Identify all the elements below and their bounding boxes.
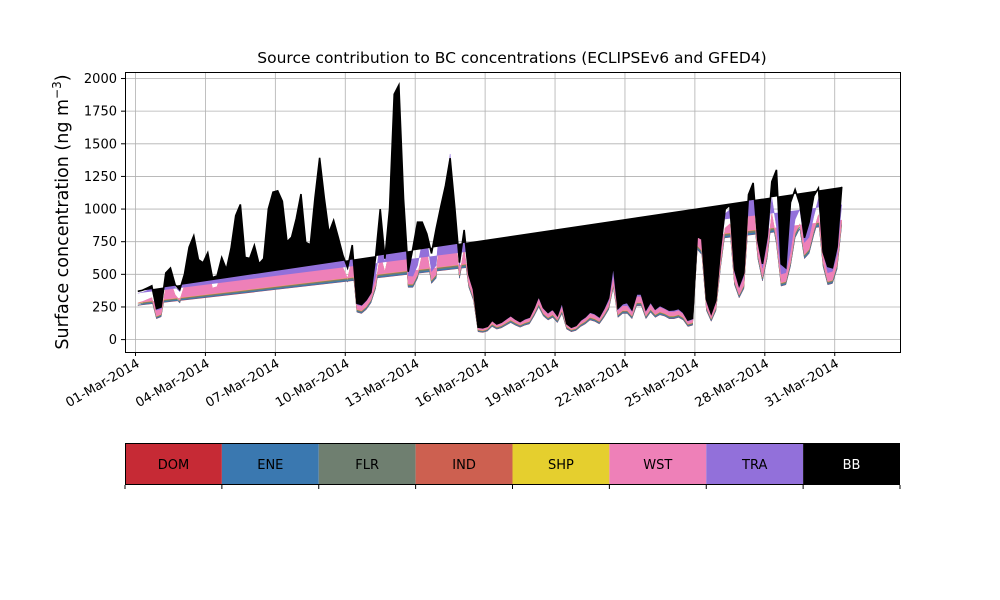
legend-label-flr: FLR — [355, 458, 379, 473]
y-axis-label: Surface concentration (ng m−3) — [50, 74, 73, 349]
chart-title: Source contribution to BC concentrations… — [257, 49, 766, 67]
legend-swatch-dom — [125, 443, 222, 485]
legend-label-tra: TRA — [741, 458, 767, 473]
y-tick-label: 500 — [92, 268, 117, 283]
x-tick-label: 25-Mar-2014 — [623, 356, 702, 410]
axes — [125, 72, 901, 353]
legend-swatch-ene — [221, 443, 319, 485]
y-tick-label: 1250 — [84, 170, 117, 185]
legend-label-bb: BB — [843, 458, 861, 473]
legend-label-wst: WST — [643, 458, 672, 473]
x-tick-label: 10-Mar-2014 — [273, 356, 352, 410]
legend-swatch-flr — [318, 443, 416, 485]
y-tick-label: 750 — [92, 235, 117, 250]
legend-swatch-ind — [415, 443, 513, 485]
y-tick-label: 1000 — [84, 203, 117, 218]
legend-swatch-wst — [609, 443, 707, 485]
x-tick-label: 31-Mar-2014 — [763, 356, 842, 410]
x-tick-label: 16-Mar-2014 — [413, 356, 492, 410]
legend-label-ind: IND — [452, 458, 476, 473]
y-tick-label: 1500 — [84, 137, 117, 152]
y-tick-label: 250 — [92, 300, 117, 315]
total-outline — [137, 81, 843, 329]
x-tick-label: 01-Mar-2014 — [63, 356, 142, 410]
y-tick-label: 1750 — [84, 105, 117, 120]
legend-swatch-tra — [706, 443, 804, 485]
legend: DOM ENE FLR IND SHP WST TRA BB — [124, 443, 901, 489]
legend-swatch-bb — [803, 443, 900, 485]
y-tick-label: 0 — [109, 333, 117, 348]
legend-swatch-shp — [512, 443, 610, 485]
plot-frame — [125, 72, 901, 353]
x-tick-label: 28-Mar-2014 — [693, 356, 772, 410]
legend-label-dom: DOM — [158, 458, 189, 473]
x-tick-label: 13-Mar-2014 — [343, 356, 422, 410]
x-tick-label: 22-Mar-2014 — [553, 356, 632, 410]
x-tick-label: 07-Mar-2014 — [203, 356, 282, 410]
legend-frame — [125, 443, 900, 485]
legend-label-ene: ENE — [257, 458, 283, 473]
legend-label-shp: SHP — [548, 458, 574, 473]
stacked-areas — [137, 81, 843, 333]
y-tick-label: 2000 — [84, 72, 117, 87]
x-tick-label: 04-Mar-2014 — [133, 356, 212, 410]
x-tick-label: 19-Mar-2014 — [483, 356, 562, 410]
